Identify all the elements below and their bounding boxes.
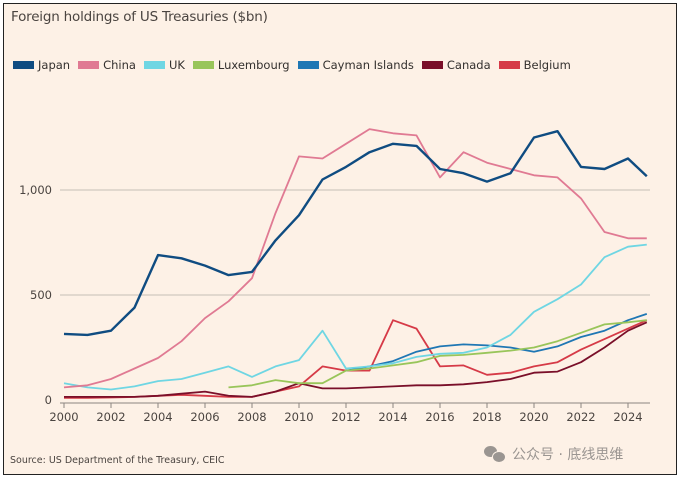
series-line-luxembourg — [228, 319, 647, 389]
x-tick-label: 2024 — [613, 410, 642, 424]
legend-item-japan: Japan — [13, 58, 70, 72]
x-tick-label: 2010 — [284, 410, 313, 424]
x-tick-label: 2000 — [49, 410, 78, 424]
legend-item-canada: Canada — [421, 58, 491, 72]
x-tick-label: 2002 — [96, 410, 125, 424]
x-tick-label: 2018 — [472, 410, 501, 424]
chart-title: Foreign holdings of US Treasuries ($bn) — [11, 9, 268, 25]
legend-label: China — [103, 58, 136, 72]
legend-label: Belgium — [523, 58, 571, 72]
x-tick-label: 2006 — [190, 410, 219, 424]
series-line-uk — [63, 243, 647, 391]
legend-swatch — [143, 61, 165, 69]
legend-item-luxembourg: Luxembourg — [192, 58, 290, 72]
legend-item-uk: UK — [143, 58, 185, 72]
watermark: 公众号 · 底线思维 — [484, 444, 623, 464]
x-tick-label: 2008 — [237, 410, 266, 424]
series-line-japan — [63, 130, 648, 337]
legend-label: Cayman Islands — [322, 58, 414, 72]
wechat-icon — [484, 445, 506, 463]
y-tick-label: 1,000 — [19, 183, 52, 197]
legend-swatch — [78, 61, 100, 69]
watermark-text: 公众号 · 底线思维 — [512, 447, 624, 463]
legend-swatch — [297, 61, 319, 69]
legend: Japan China UK Luxembourg Cayman Islands Cana… — [13, 58, 579, 72]
legend-label: Luxembourg — [217, 58, 290, 72]
x-tick-label: 2016 — [425, 410, 454, 424]
y-tick-label: 0 — [45, 393, 52, 407]
series-line-china — [63, 128, 647, 389]
legend-swatch — [498, 61, 520, 69]
legend-item-cayman-islands: Cayman Islands — [297, 58, 414, 72]
source-note: Source: US Department of the Treasury, C… — [10, 455, 225, 466]
series-line-belgium — [64, 319, 648, 399]
series-line-canada — [64, 321, 648, 398]
legend-swatch — [421, 61, 443, 69]
x-tick-label: 2004 — [143, 410, 172, 424]
y-tick-label: 500 — [30, 288, 52, 302]
x-tick-label: 2022 — [566, 410, 595, 424]
legend-swatch — [192, 61, 214, 69]
series-line-cayman-islands — [345, 313, 648, 372]
legend-label: UK — [168, 58, 185, 72]
legend-swatch — [13, 61, 34, 69]
legend-label: Japan — [38, 58, 71, 72]
legend-label: Canada — [446, 58, 491, 72]
x-tick-label: 2014 — [378, 410, 407, 424]
x-tick-label: 2020 — [519, 410, 548, 424]
x-tick-label: 2012 — [331, 410, 360, 424]
legend-item-belgium: Belgium — [498, 58, 571, 72]
legend-item-china: China — [78, 58, 136, 72]
